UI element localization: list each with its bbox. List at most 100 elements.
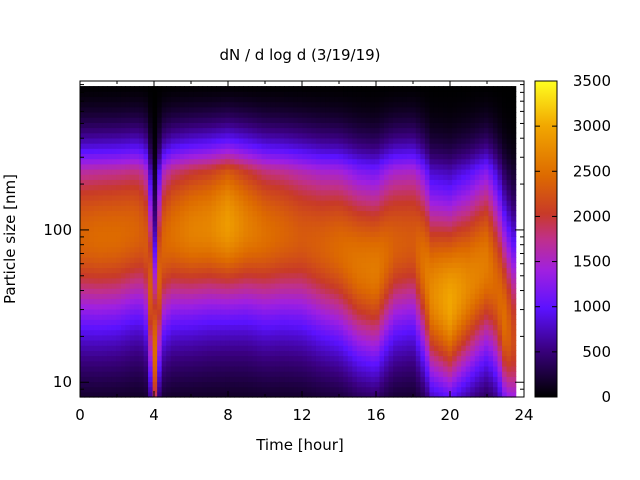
heatmap-cell [315,137,322,144]
heatmap-cell [98,282,104,289]
heatmap-cell [266,111,272,118]
heatmap-cell [315,272,322,279]
heatmap-cell [129,303,136,310]
heatmap-cell [198,174,204,180]
heatmap-cell [325,148,331,155]
heatmap-cell [270,282,276,289]
heatmap-cell [98,371,104,377]
heatmap-cell [139,220,145,227]
heatmap-cell [420,334,426,341]
heatmap-cell [152,329,158,336]
heatmap-cell [252,179,258,186]
heatmap-cell [338,179,344,186]
heatmap-cell [325,303,331,310]
heatmap-cell [134,298,140,305]
heatmap-cell [388,111,394,118]
heatmap-cell [107,194,113,201]
heatmap-cell [374,365,381,372]
heatmap-cell [388,329,394,336]
heatmap-cell [93,215,99,222]
heatmap-cell [275,371,281,377]
heatmap-cell [252,194,258,201]
heatmap-cell [134,194,140,201]
heatmap-cell [343,282,349,289]
heatmap-cell [107,282,113,289]
heatmap-cell [198,386,204,393]
heatmap-cell [166,391,172,398]
heatmap-cell [356,205,362,212]
heatmap-cell [325,194,331,201]
heatmap-cell [198,158,204,165]
heatmap-cell [402,143,408,149]
heatmap-cell [125,319,131,326]
heatmap-cell [311,303,317,310]
heatmap-cell [120,339,126,346]
heatmap-cell [247,189,254,196]
heatmap-cell [447,158,453,165]
heatmap-cell [315,91,322,98]
heatmap-cell [157,386,163,393]
heatmap-cell [129,132,136,139]
heatmap-cell [161,189,167,196]
heatmap-cell [315,314,322,320]
heatmap-cell [356,241,362,248]
heatmap-cell [198,345,204,351]
heatmap-cell [157,143,163,149]
heatmap-cell [397,132,403,139]
heatmap-cell [270,91,276,98]
heatmap-cell [216,334,222,341]
heatmap-cell [456,365,462,372]
heatmap-cell [424,241,431,248]
heatmap-cell [225,101,231,108]
heatmap-cell [325,334,331,341]
heatmap-cell [270,293,276,300]
heatmap-cell [89,345,95,351]
heatmap-cell [220,168,226,175]
heatmap-cell [452,236,458,243]
heatmap-cell [270,194,276,201]
heatmap-cell [293,179,299,186]
heatmap-cell [297,319,303,326]
heatmap-cell [134,189,140,196]
heatmap-cell [229,231,235,237]
heatmap-cell [334,288,340,294]
heatmap-cell [261,231,267,237]
heatmap-cell [111,117,117,123]
heatmap-cell [120,391,126,398]
heatmap-cell [188,117,195,123]
heatmap-cell [429,122,435,129]
heatmap-cell [220,298,226,305]
heatmap-cell [411,189,417,196]
heatmap-cell [107,117,113,123]
heatmap-cell [120,272,126,279]
heatmap-cell [293,148,299,155]
heatmap-cell [388,174,394,180]
heatmap-cell [306,127,313,134]
heatmap-cell [266,282,272,289]
heatmap-cell [225,225,231,232]
heatmap-cell [284,127,290,134]
heatmap-cell [356,371,362,377]
heatmap-cell [424,236,431,243]
heatmap-cell [420,153,426,160]
heatmap-cell [384,168,390,175]
heatmap-cell [397,262,403,269]
heatmap-cell [188,101,195,108]
heatmap-cell [365,132,372,139]
heatmap-cell [179,111,185,118]
heatmap-cell [202,371,208,377]
heatmap-cell [393,179,399,186]
heatmap-cell [334,298,340,305]
heatmap-cell [161,277,167,284]
heatmap-cell [365,293,372,300]
heatmap-cell [411,215,417,222]
heatmap-cell [120,163,126,170]
heatmap-cell [80,158,86,165]
heatmap-cell [334,277,340,284]
heatmap-cell [438,381,444,388]
heatmap-cell [284,339,290,346]
heatmap-cell [80,381,86,388]
heatmap-cell [247,288,254,294]
heatmap-cell [374,324,381,331]
heatmap-cell [252,381,258,388]
